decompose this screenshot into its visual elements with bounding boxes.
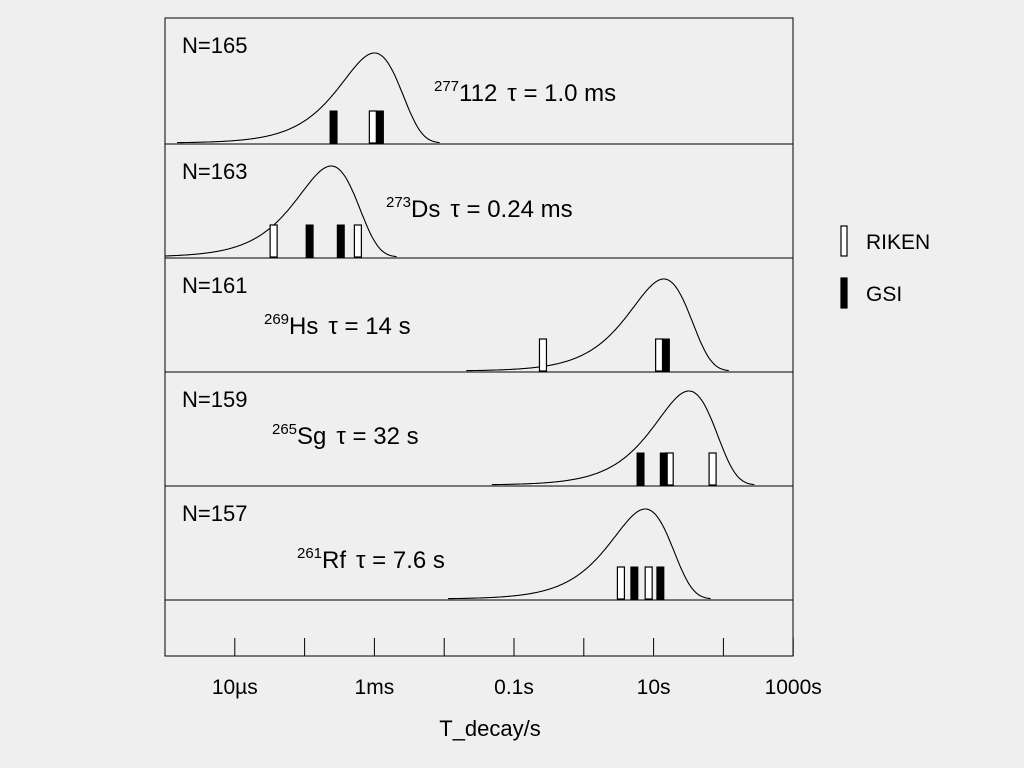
panels-layer: N=165 277112 τ = 1.0 ms N=163 273Ds τ = 0.24 … — [164, 17, 794, 657]
gsi-event-bar — [659, 452, 668, 486]
gsi-legend-marker — [840, 277, 848, 309]
element-symbol: Sg — [297, 423, 326, 450]
gsi-event-bar — [305, 224, 314, 258]
nuclide-label: 273Ds τ = 0.24 ms — [386, 194, 573, 223]
gsi-event-bar — [336, 224, 345, 258]
mass-number: 277 — [434, 78, 459, 95]
riken-legend-marker — [840, 225, 848, 257]
gsi-event-bar — [375, 110, 384, 144]
decay-panel: N=157 261Rf τ = 7.6 s — [182, 501, 711, 600]
riken-event-bar — [655, 338, 664, 372]
plot-frame — [164, 17, 794, 657]
mass-number: 269 — [264, 311, 289, 328]
riken-event-bar — [616, 566, 625, 600]
x-tick-label: 10µs — [212, 676, 258, 699]
legend-label: GSI — [866, 283, 902, 306]
gsi-event-bar — [656, 566, 665, 600]
x-tick-label: 1ms — [355, 676, 395, 699]
lifetime-label: τ = 1.0 ms — [507, 80, 616, 107]
mass-number: 265 — [272, 421, 297, 438]
neutron-number-label: N=161 — [182, 273, 247, 298]
nuclide-label: 277112 τ = 1.0 ms — [434, 78, 616, 107]
x-tick-label: 10s — [637, 676, 671, 699]
lifetime-label: τ = 7.6 s — [356, 547, 445, 574]
nuclide-label: 269Hs τ = 14 s — [264, 311, 411, 340]
gsi-event-bar — [636, 452, 645, 486]
mass-number: 261 — [297, 545, 322, 562]
gsi-event-bar — [329, 110, 338, 144]
nuclide-label: 265Sg τ = 32 s — [272, 421, 419, 450]
neutron-number-label: N=163 — [182, 159, 247, 184]
riken-event-bar — [368, 110, 377, 144]
element-symbol: 112 — [459, 80, 497, 107]
lifetime-label: τ = 0.24 ms — [450, 196, 572, 223]
neutron-number-label: N=157 — [182, 501, 247, 526]
decay-panel: N=163 273Ds τ = 0.24 ms — [165, 159, 573, 258]
legend: RIKEN GSI — [840, 225, 930, 309]
riken-event-bar — [538, 338, 548, 372]
decay-curve — [177, 52, 440, 144]
neutron-number-label: N=159 — [182, 387, 247, 412]
decay-curve — [466, 278, 729, 372]
decay-panel: N=165 277112 τ = 1.0 ms — [177, 33, 616, 144]
neutron-number-label: N=165 — [182, 33, 247, 58]
nuclide-label: 261Rf τ = 7.6 s — [297, 545, 445, 574]
decay-panel: N=161 269Hs τ = 14 s — [182, 273, 729, 372]
riken-event-bar — [708, 452, 717, 486]
decay-curve — [491, 390, 755, 486]
riken-event-bar — [353, 224, 362, 258]
lifetime-label: τ = 14 s — [328, 313, 410, 340]
x-axis: 10µs 1ms 0.1s 10s 1000s — [164, 638, 822, 699]
x-tick-label: 0.1s — [494, 676, 534, 699]
gsi-event-bar — [661, 338, 670, 372]
gsi-event-bar — [630, 566, 639, 600]
decay-panel: N=159 265Sg τ = 32 s — [182, 387, 755, 486]
mass-number: 273 — [386, 194, 411, 211]
element-symbol: Hs — [289, 313, 318, 340]
element-symbol: Ds — [411, 196, 440, 223]
riken-event-bar — [269, 224, 278, 258]
element-symbol: Rf — [322, 547, 346, 574]
decay-curve — [165, 165, 397, 258]
legend-label: RIKEN — [866, 231, 930, 254]
x-axis-label: T_decay/s — [439, 716, 541, 741]
decay-curve — [448, 508, 711, 600]
riken-event-bar — [644, 566, 653, 600]
x-tick-label: 1000s — [765, 676, 822, 699]
lifetime-label: τ = 32 s — [336, 423, 418, 450]
